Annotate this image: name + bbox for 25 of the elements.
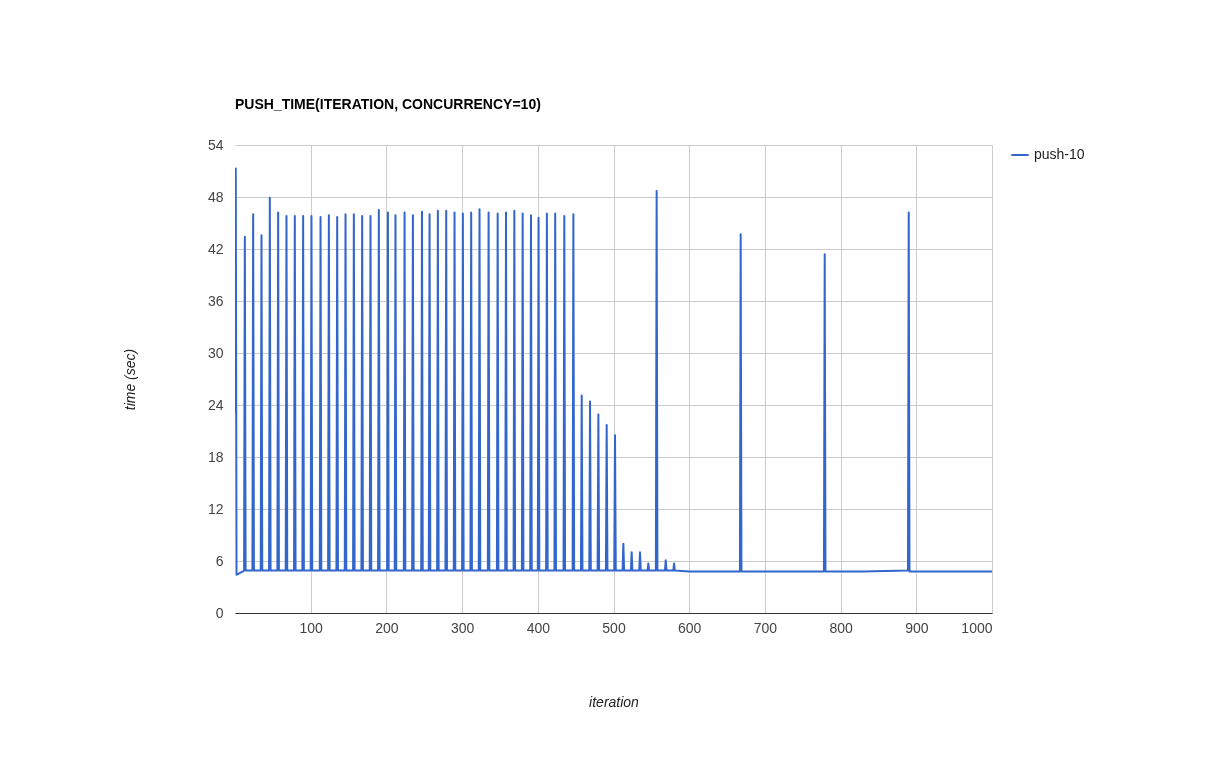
y-tick-label: 12 bbox=[207, 500, 224, 517]
x-tick-label: 800 bbox=[829, 619, 853, 636]
x-tick-label: 900 bbox=[905, 619, 929, 636]
y-tick-label: 48 bbox=[207, 188, 224, 205]
line-series bbox=[235, 167, 992, 576]
legend-label: push-10 bbox=[1034, 146, 1085, 162]
x-tick-label: 700 bbox=[753, 619, 778, 636]
y-tick-label: 30 bbox=[207, 344, 224, 361]
x-tick-label: 500 bbox=[602, 619, 626, 636]
y-tick-label: 36 bbox=[207, 292, 224, 309]
y-axis-title: time (sec) bbox=[121, 348, 138, 411]
y-tick-label: 18 bbox=[207, 448, 224, 465]
y-tick-label: 24 bbox=[207, 396, 224, 413]
y-tick-label: 6 bbox=[215, 552, 224, 569]
x-tick-label: 600 bbox=[678, 619, 702, 636]
x-axis-title: iteration bbox=[589, 693, 640, 710]
y-tick-label: 0 bbox=[215, 604, 224, 621]
x-tick-label: 1000 bbox=[961, 619, 993, 636]
x-tick-label: 400 bbox=[526, 619, 551, 636]
y-tick-label: 54 bbox=[207, 136, 224, 153]
chart-title: PUSH_TIME(ITERATION, CONCURRENCY=10) bbox=[235, 96, 541, 112]
x-tick-label: 100 bbox=[299, 619, 324, 636]
x-tick-label: 200 bbox=[375, 619, 399, 636]
x-tick-label: 300 bbox=[450, 619, 475, 636]
y-tick-label: 42 bbox=[207, 240, 224, 257]
